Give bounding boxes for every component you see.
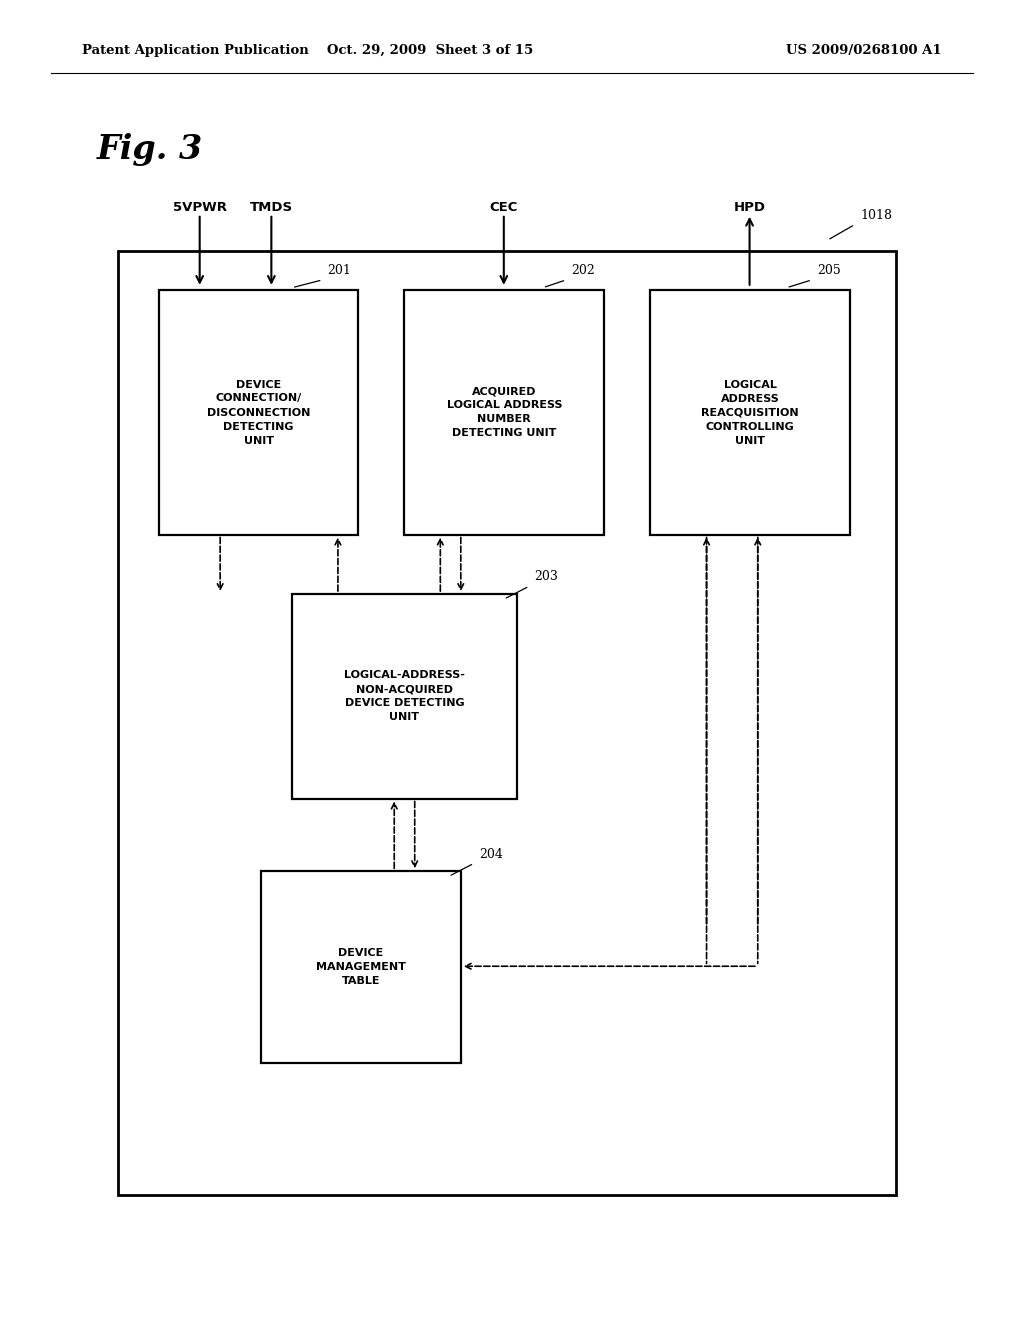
Text: 201: 201: [328, 264, 351, 277]
Text: 203: 203: [535, 570, 558, 583]
Bar: [261, 871, 461, 1063]
Text: DEVICE
CONNECTION/
DISCONNECTION
DETECTING
UNIT: DEVICE CONNECTION/ DISCONNECTION DETECTI…: [207, 380, 310, 446]
Text: 5VPWR: 5VPWR: [173, 201, 226, 214]
Text: TMDS: TMDS: [250, 201, 293, 214]
Text: DEVICE
MANAGEMENT
TABLE: DEVICE MANAGEMENT TABLE: [316, 948, 406, 986]
Bar: [650, 290, 850, 535]
Text: CEC: CEC: [489, 201, 518, 214]
Bar: [220, 587, 794, 1168]
Text: HPD: HPD: [733, 201, 766, 214]
Text: 1018: 1018: [860, 209, 892, 222]
Text: 202: 202: [571, 264, 595, 277]
Bar: [118, 251, 896, 1195]
Bar: [159, 290, 358, 535]
Bar: [404, 290, 604, 535]
Text: Fig. 3: Fig. 3: [97, 133, 204, 166]
Text: LOGICAL
ADDRESS
REACQUISITION
CONTROLLING
UNIT: LOGICAL ADDRESS REACQUISITION CONTROLLIN…: [701, 380, 799, 446]
Text: 205: 205: [817, 264, 841, 277]
Text: 204: 204: [479, 847, 503, 861]
Text: ACQUIRED
LOGICAL ADDRESS
NUMBER
DETECTING UNIT: ACQUIRED LOGICAL ADDRESS NUMBER DETECTIN…: [446, 387, 562, 438]
Bar: [292, 594, 517, 799]
Text: Patent Application Publication: Patent Application Publication: [82, 44, 308, 57]
Text: Oct. 29, 2009  Sheet 3 of 15: Oct. 29, 2009 Sheet 3 of 15: [327, 44, 534, 57]
Text: LOGICAL-ADDRESS-
NON-ACQUIRED
DEVICE DETECTING
UNIT: LOGICAL-ADDRESS- NON-ACQUIRED DEVICE DET…: [344, 671, 465, 722]
Text: US 2009/0268100 A1: US 2009/0268100 A1: [786, 44, 942, 57]
